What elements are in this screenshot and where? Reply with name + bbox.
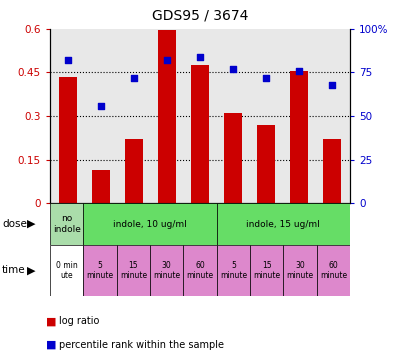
Bar <box>50 203 83 245</box>
Point <box>164 57 170 63</box>
Text: dose: dose <box>2 219 27 229</box>
Text: 60
minute: 60 minute <box>320 261 347 280</box>
Point <box>65 57 71 63</box>
Text: time: time <box>2 265 26 276</box>
Bar <box>224 113 242 203</box>
Bar <box>191 65 209 203</box>
Text: 0 min
ute: 0 min ute <box>56 261 78 280</box>
Bar <box>83 203 217 245</box>
Text: ■: ■ <box>46 316 56 326</box>
Text: ■: ■ <box>46 340 56 350</box>
Text: 30
minute: 30 minute <box>153 261 180 280</box>
Point <box>98 103 104 109</box>
Text: ▶: ▶ <box>27 265 36 276</box>
Text: GDS95 / 3674: GDS95 / 3674 <box>152 9 248 23</box>
Bar <box>50 245 83 296</box>
Bar <box>217 203 350 245</box>
Bar <box>125 139 143 203</box>
Point <box>131 75 137 80</box>
Text: 5
minute: 5 minute <box>220 261 247 280</box>
Text: 30
minute: 30 minute <box>286 261 314 280</box>
Point <box>197 54 203 59</box>
Text: 60
minute: 60 minute <box>186 261 214 280</box>
Bar <box>150 245 183 296</box>
Bar <box>257 125 275 203</box>
Bar <box>290 71 308 203</box>
Bar <box>117 245 150 296</box>
Bar <box>59 77 77 203</box>
Text: indole, 15 ug/ml: indole, 15 ug/ml <box>246 220 320 228</box>
Text: indole, 10 ug/ml: indole, 10 ug/ml <box>113 220 187 228</box>
Bar <box>217 245 250 296</box>
Text: 15
minute: 15 minute <box>120 261 147 280</box>
Point <box>230 66 236 72</box>
Bar <box>250 245 283 296</box>
Text: 15
minute: 15 minute <box>253 261 280 280</box>
Bar <box>183 245 217 296</box>
Text: ▶: ▶ <box>27 219 36 229</box>
Point <box>263 75 269 80</box>
Bar <box>92 170 110 203</box>
Text: log ratio: log ratio <box>59 316 100 326</box>
Bar <box>283 245 317 296</box>
Bar <box>323 139 341 203</box>
Point <box>296 68 302 74</box>
Text: 5
minute: 5 minute <box>86 261 114 280</box>
Text: no
indole: no indole <box>53 214 81 234</box>
Point <box>329 82 335 87</box>
Text: percentile rank within the sample: percentile rank within the sample <box>59 340 224 350</box>
Bar <box>158 30 176 203</box>
Bar <box>317 245 350 296</box>
Bar <box>83 245 117 296</box>
